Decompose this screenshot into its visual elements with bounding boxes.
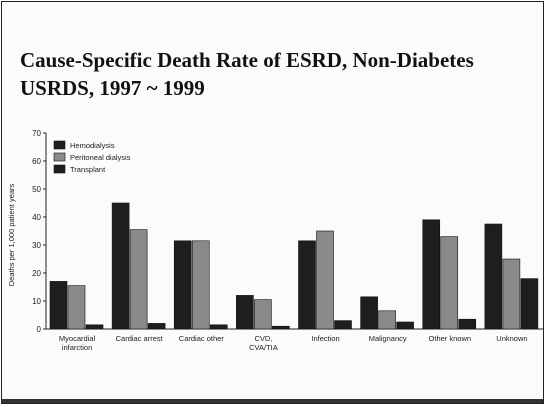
bar-hemodialysis [49, 281, 68, 330]
bar-peritoneal-dialysis [67, 285, 86, 330]
x-tick-label: Unknown [496, 334, 527, 343]
bar-hemodialysis [111, 202, 130, 330]
bar-peritoneal-dialysis [378, 310, 396, 330]
bar-hemodialysis [484, 223, 503, 330]
y-tick-label: 10 [32, 297, 41, 306]
legend-swatch [53, 164, 66, 174]
bar-transplant [396, 321, 414, 330]
bar-transplant [520, 278, 539, 330]
bar-peritoneal-dialysis [440, 236, 459, 330]
y-tick-label: 0 [37, 325, 42, 334]
title-line-1: Cause-Specific Death Rate of ESRD, Non-D… [20, 48, 474, 72]
y-axis-label: Deaths per 1,000 patient years [7, 183, 16, 286]
bar-peritoneal-dialysis [254, 299, 272, 330]
bar-peritoneal-dialysis [502, 258, 521, 330]
x-tick-label: Cardiac other [179, 334, 225, 343]
y-tick-label: 60 [32, 157, 41, 166]
bar-hemodialysis [298, 240, 316, 330]
y-tick-label: 30 [32, 241, 41, 250]
y-tick-label: 70 [32, 129, 41, 138]
legend-label: Transplant [70, 165, 106, 174]
bar-transplant [209, 324, 228, 330]
x-tick-label: Malignancy [369, 334, 407, 343]
bar-transplant [85, 324, 104, 330]
x-tick-label: CVA/TIA [249, 343, 278, 352]
legend-swatch [53, 152, 66, 162]
legend-swatch [53, 140, 66, 150]
x-tick-label: Other known [429, 334, 472, 343]
x-tick-label: infarction [62, 343, 92, 352]
x-tick-label: Myocardial [59, 334, 96, 343]
x-tick-label: Cardiac arrest [116, 334, 164, 343]
bar-transplant [272, 325, 290, 330]
bar-hemodialysis [173, 240, 192, 330]
bar-hemodialysis [422, 219, 441, 330]
legend-label: Peritoneal dialysis [70, 153, 131, 162]
bar-hemodialysis [236, 295, 254, 330]
bar-transplant [458, 318, 477, 330]
bar-transplant [147, 323, 166, 330]
x-tick-label: Infection [311, 334, 339, 343]
y-tick-label: 40 [32, 213, 41, 222]
y-tick-label: 20 [32, 269, 41, 278]
y-tick-label: 50 [32, 185, 41, 194]
bar-transplant [334, 320, 352, 330]
bottom-divider [2, 399, 543, 403]
bar-chart: 0 10 20 30 40 50 60 70 Deaths per 1,000 patient … [7, 129, 543, 352]
chart-title: Cause-Specific Death Rate of ESRD, Non-D… [20, 46, 540, 102]
bar-hemodialysis [360, 296, 378, 330]
bar-peritoneal-dialysis [129, 229, 148, 330]
legend-label: Hemodialysis [70, 141, 115, 150]
bar-peritoneal-dialysis [191, 240, 210, 330]
bar-peritoneal-dialysis [316, 230, 334, 330]
title-line-2: USRDS, 1997 ~ 1999 [20, 76, 205, 100]
x-tick-label: CVD, [254, 334, 272, 343]
